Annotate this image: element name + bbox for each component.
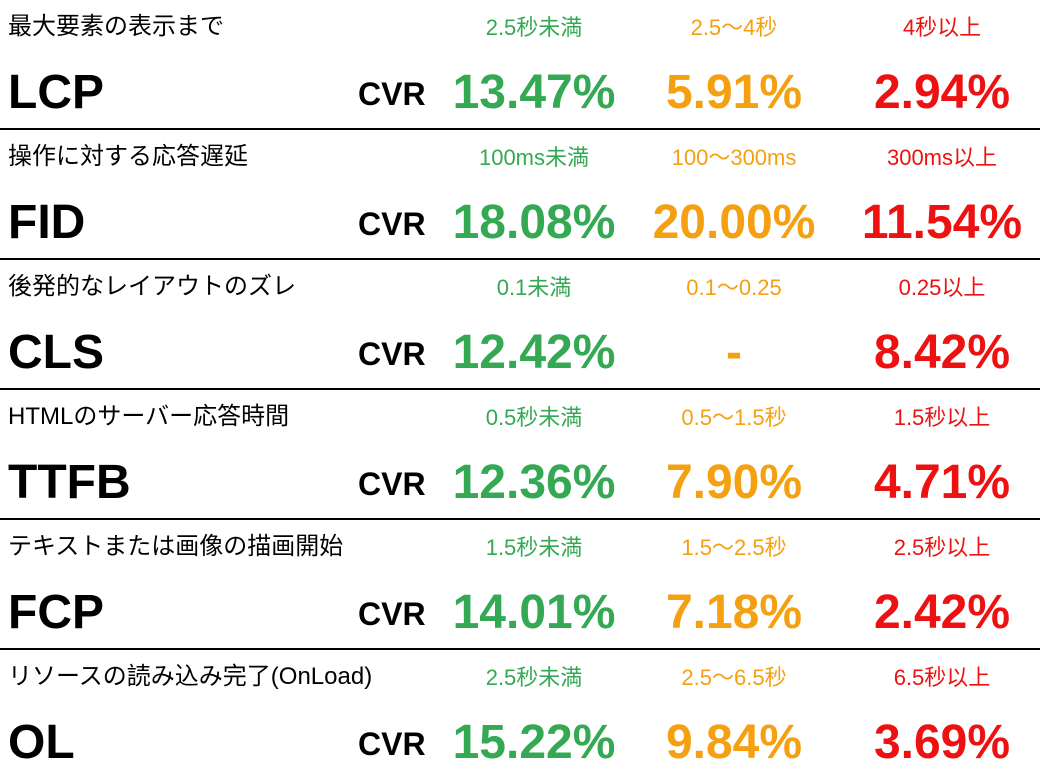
cvr-value-mid: 9.84% xyxy=(665,716,803,769)
threshold-good: 2.5秒未満 xyxy=(485,665,583,690)
metric-description: 後発的なレイアウトのズレ xyxy=(8,273,296,300)
metric-name: FID xyxy=(8,196,86,249)
threshold-good: 2.5秒未満 xyxy=(485,15,583,40)
cvr-label: CVR xyxy=(358,596,426,632)
cvr-value-bad: 3.69% xyxy=(873,716,1011,769)
metric-name: TTFB xyxy=(8,456,131,509)
cvr-value-good: 14.01% xyxy=(452,586,616,639)
cvr-value-bad: 2.94% xyxy=(873,66,1011,119)
cvr-label: CVR xyxy=(358,336,426,372)
cvr-value-good: 12.36% xyxy=(452,456,616,509)
threshold-good: 1.5秒未満 xyxy=(485,535,583,560)
metric-name: LCP xyxy=(8,66,104,119)
cvr-value-bad: 8.42% xyxy=(873,326,1011,379)
metric-name: FCP xyxy=(8,586,104,639)
cvr-label: CVR xyxy=(358,76,426,112)
threshold-mid: 1.5〜2.5秒 xyxy=(681,535,787,560)
threshold-mid: 100〜300ms xyxy=(671,145,797,170)
metric-description: HTMLのサーバー応答時間 xyxy=(8,403,290,430)
threshold-bad: 2.5秒以上 xyxy=(893,535,991,560)
cvr-label: CVR xyxy=(358,206,426,242)
cvr-value-mid: - xyxy=(726,326,742,379)
metric-block-ol: リソースの読み込み完了(OnLoad) 2.5秒未満 2.5〜6.5秒 6.5秒… xyxy=(0,650,1040,780)
threshold-bad: 300ms以上 xyxy=(886,145,998,170)
threshold-mid: 2.5〜6.5秒 xyxy=(681,665,787,690)
cvr-value-bad: 11.54% xyxy=(861,196,1023,249)
cvr-value-good: 12.42% xyxy=(452,326,616,379)
threshold-bad: 6.5秒以上 xyxy=(893,665,991,690)
cvr-value-bad: 4.71% xyxy=(873,456,1011,509)
threshold-mid: 0.5〜1.5秒 xyxy=(681,405,787,430)
threshold-bad: 4秒以上 xyxy=(902,15,982,40)
cvr-label: CVR xyxy=(358,726,426,762)
metric-description: テキストまたは画像の描画開始 xyxy=(8,533,344,560)
metric-description: 最大要素の表示まで xyxy=(8,13,224,40)
metric-name: CLS xyxy=(8,326,104,379)
metric-description: 操作に対する応答遅延 xyxy=(8,143,248,170)
cvr-value-bad: 2.42% xyxy=(873,586,1011,639)
threshold-good: 0.5秒未満 xyxy=(485,405,583,430)
threshold-good: 100ms未満 xyxy=(478,145,590,170)
threshold-bad: 0.25以上 xyxy=(898,275,986,300)
cvr-value-mid: 20.00% xyxy=(652,196,816,249)
metric-description: リソースの読み込み完了(OnLoad) xyxy=(8,663,373,690)
threshold-mid: 2.5〜4秒 xyxy=(690,15,778,40)
cvr-value-good: 13.47% xyxy=(452,66,616,119)
metric-block-fid: 操作に対する応答遅延 100ms未満 100〜300ms 300ms以上 FID… xyxy=(0,130,1040,260)
cvr-value-mid: 7.90% xyxy=(665,456,803,509)
metric-block-lcp: 最大要素の表示まで 2.5秒未満 2.5〜4秒 4秒以上 LCP CVR 13.… xyxy=(0,0,1040,130)
cvr-value-mid: 7.18% xyxy=(665,586,803,639)
threshold-mid: 0.1〜0.25 xyxy=(686,275,782,300)
metric-block-ttfb: HTMLのサーバー応答時間 0.5秒未満 0.5〜1.5秒 1.5秒以上 TTF… xyxy=(0,390,1040,520)
threshold-bad: 1.5秒以上 xyxy=(893,405,991,430)
metric-name: OL xyxy=(8,716,75,769)
cvr-value-mid: 5.91% xyxy=(665,66,803,119)
threshold-good: 0.1未満 xyxy=(496,275,572,300)
metric-block-cls: 後発的なレイアウトのズレ 0.1未満 0.1〜0.25 0.25以上 CLS C… xyxy=(0,260,1040,390)
cvr-value-good: 18.08% xyxy=(452,196,616,249)
metric-block-fcp: テキストまたは画像の描画開始 1.5秒未満 1.5〜2.5秒 2.5秒以上 FC… xyxy=(0,520,1040,650)
cvr-label: CVR xyxy=(358,466,426,502)
cvr-value-good: 15.22% xyxy=(452,716,616,769)
